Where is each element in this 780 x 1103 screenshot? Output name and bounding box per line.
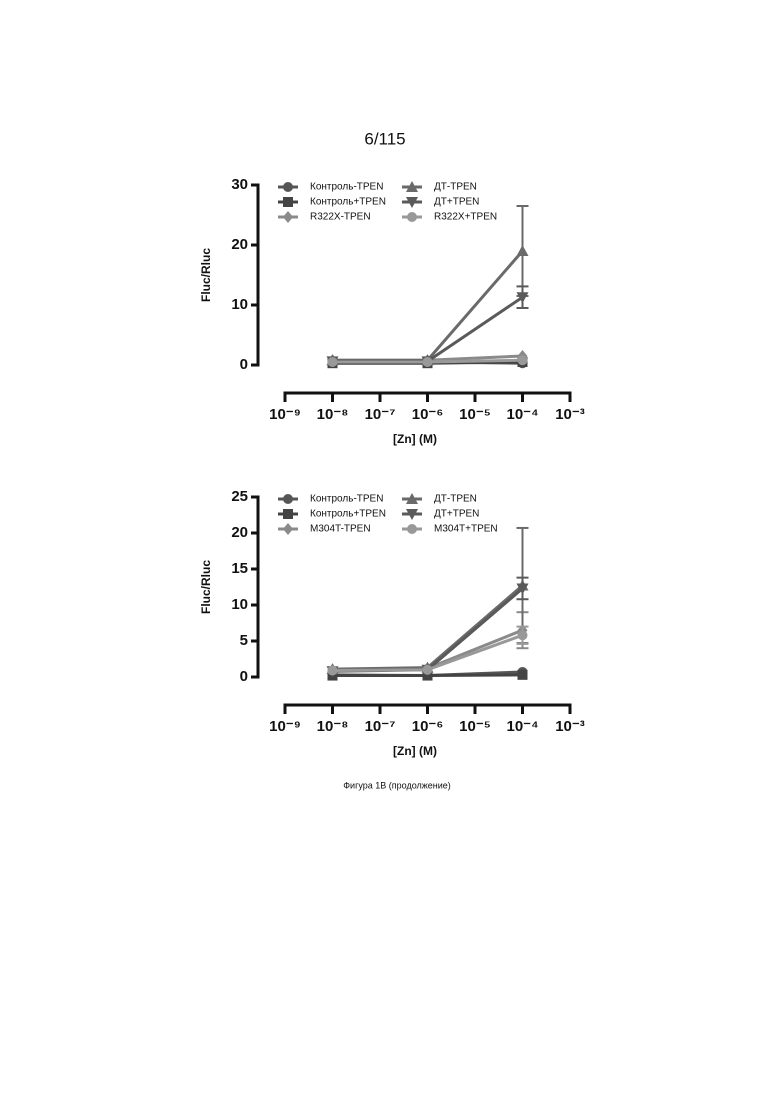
y-tick-label: 0 xyxy=(240,356,248,373)
y-axis-label: Fluc/Rluc xyxy=(199,248,213,302)
marker xyxy=(283,197,293,207)
x-tick-label: 10⁻⁹ xyxy=(269,718,301,735)
legend-label: ДТ+TPEN xyxy=(434,509,479,520)
legend-label: Контроль-TPEN xyxy=(310,494,383,505)
y-tick-label: 20 xyxy=(231,524,248,541)
x-tick-label: 10⁻³ xyxy=(555,718,585,735)
marker xyxy=(283,509,293,519)
legend-label: ДТ-TPEN xyxy=(434,494,477,505)
marker xyxy=(328,357,338,367)
x-tick-label: 10⁻⁵ xyxy=(459,718,491,735)
y-axis-label: Fluc/Rluc xyxy=(199,560,213,614)
x-tick-label: 10⁻⁵ xyxy=(459,406,491,423)
legend-label: R322X+TPEN xyxy=(434,212,497,223)
x-tick-label: 10⁻⁸ xyxy=(317,406,349,423)
x-tick-label: 10⁻³ xyxy=(555,406,585,423)
legend-label: Контроль+TPEN xyxy=(310,509,386,520)
series-line xyxy=(333,588,523,671)
legend-label: M304T-TPEN xyxy=(310,524,371,535)
series-line xyxy=(333,586,523,670)
legend-label: Контроль-TPEN xyxy=(310,182,383,193)
marker xyxy=(407,212,417,222)
marker xyxy=(518,630,528,640)
y-tick-label: 10 xyxy=(231,596,248,613)
x-axis-label: [Zn] (M) xyxy=(393,432,437,446)
marker xyxy=(283,494,293,504)
marker xyxy=(328,666,338,676)
marker xyxy=(423,665,433,675)
page-number: 6/115 xyxy=(364,129,405,148)
legend-label: ДТ-TPEN xyxy=(434,182,477,193)
x-tick-label: 10⁻⁶ xyxy=(412,406,444,423)
y-tick-label: 0 xyxy=(240,668,248,685)
y-tick-label: 15 xyxy=(231,560,248,577)
legend-label: R322X-TPEN xyxy=(310,212,371,223)
legend-label: M304T+TPEN xyxy=(434,524,498,535)
marker xyxy=(283,211,293,223)
x-tick-label: 10⁻⁷ xyxy=(365,406,396,423)
x-tick-label: 10⁻⁶ xyxy=(412,718,444,735)
y-tick-label: 25 xyxy=(231,488,248,505)
x-tick-label: 10⁻⁴ xyxy=(506,406,538,423)
x-tick-label: 10⁻⁹ xyxy=(269,406,301,423)
marker xyxy=(423,357,433,367)
marker xyxy=(518,355,528,365)
legend-label: ДТ+TPEN xyxy=(434,197,479,208)
page: 6/115 Фигура 1В (продолжение) 0 10 20 30 Flu… xyxy=(0,0,780,1103)
y-tick-label: 30 xyxy=(231,176,248,193)
marker xyxy=(518,670,528,680)
y-tick-label: 20 xyxy=(231,236,248,253)
x-axis-label: [Zn] (M) xyxy=(393,744,437,758)
marker xyxy=(407,524,417,534)
x-tick-label: 10⁻⁸ xyxy=(317,718,349,735)
y-tick-label: 10 xyxy=(231,296,248,313)
series-line xyxy=(333,297,523,361)
marker xyxy=(283,523,293,535)
series-line xyxy=(333,251,523,360)
marker xyxy=(283,182,293,192)
caption: Фигура 1В (продолжение) xyxy=(343,780,451,790)
marker xyxy=(517,245,529,256)
y-tick-label: 5 xyxy=(240,632,248,649)
x-tick-label: 10⁻⁴ xyxy=(506,718,538,735)
x-tick-label: 10⁻⁷ xyxy=(365,718,396,735)
legend-label: Контроль+TPEN xyxy=(310,197,386,208)
